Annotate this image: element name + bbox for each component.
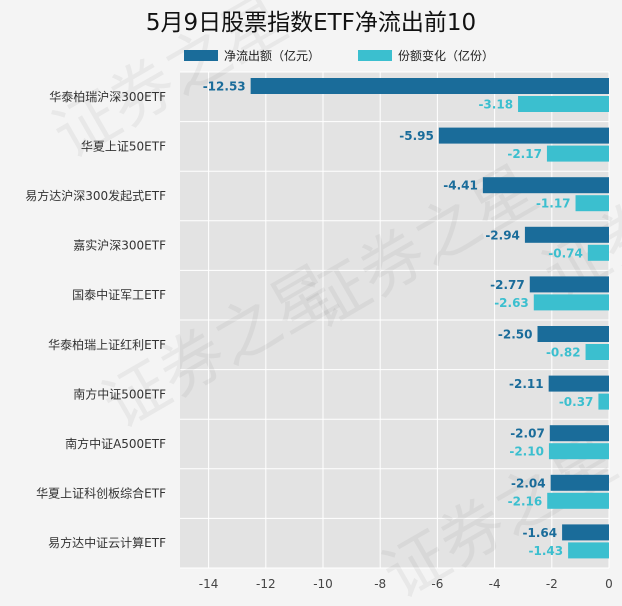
bar-outflow bbox=[550, 474, 609, 491]
x-tick-label: -10 bbox=[313, 577, 333, 591]
bar-outflow bbox=[438, 127, 609, 144]
bars bbox=[250, 78, 609, 559]
value-label-share-change: -0.82 bbox=[546, 346, 581, 360]
legend-swatch-outflow bbox=[184, 50, 218, 61]
category-label: 华泰柏瑞沪深300ETF bbox=[49, 89, 166, 104]
bar-share-change bbox=[533, 294, 609, 311]
x-tick-label: -8 bbox=[374, 577, 386, 591]
bar-outflow bbox=[562, 524, 609, 541]
value-label-outflow: -1.64 bbox=[523, 526, 558, 540]
bar-share-change bbox=[575, 195, 609, 212]
value-label-share-change: -3.18 bbox=[478, 98, 513, 112]
bar-share-change bbox=[585, 344, 609, 360]
value-labels: -12.53 -3.18 -5.95 -2.17 -4.41 -1.17 -2.94 -0.7… bbox=[203, 80, 594, 558]
value-label-outflow: -5.95 bbox=[399, 129, 434, 143]
value-label-share-change: -1.43 bbox=[529, 544, 564, 558]
x-axis-ticks: -14 -12 -10 -8 -6 -4 -2 0 bbox=[199, 577, 613, 591]
bar-share-change bbox=[598, 393, 609, 410]
value-label-share-change: -1.17 bbox=[536, 197, 571, 211]
value-label-outflow: -2.77 bbox=[490, 278, 525, 292]
bar-share-change bbox=[568, 542, 609, 559]
value-label-outflow: -2.94 bbox=[485, 228, 520, 242]
x-tick-label: -4 bbox=[489, 577, 501, 591]
value-label-share-change: -0.37 bbox=[559, 395, 594, 409]
value-label-outflow: -2.07 bbox=[510, 427, 545, 441]
value-label-share-change: -0.74 bbox=[548, 246, 583, 260]
chart-title: 5月9日股票指数ETF净流出前10 bbox=[146, 10, 476, 36]
bar-outflow bbox=[537, 326, 609, 342]
category-label: 易方达中证云计算ETF bbox=[48, 535, 166, 550]
bar-share-change bbox=[548, 443, 609, 460]
bar-outflow bbox=[524, 226, 609, 243]
category-label: 国泰中证军工ETF bbox=[72, 287, 166, 302]
bar-outflow bbox=[549, 425, 609, 442]
bar-outflow bbox=[548, 375, 609, 392]
category-label: 南方中证500ETF bbox=[73, 386, 166, 401]
value-label-outflow: -2.50 bbox=[498, 328, 533, 342]
bar-share-change bbox=[587, 244, 609, 261]
bar-share-change bbox=[546, 145, 609, 162]
value-label-outflow: -12.53 bbox=[203, 80, 246, 94]
value-label-share-change: -2.16 bbox=[508, 494, 543, 508]
x-tick-label: -14 bbox=[199, 577, 219, 591]
category-label: 华夏上证科创板综合ETF bbox=[36, 486, 166, 501]
bar-share-change bbox=[547, 492, 609, 509]
bar-outflow bbox=[250, 78, 609, 94]
legend-label-outflow: 净流出额（亿元） bbox=[224, 48, 320, 63]
category-label: 易方达沪深300发起式ETF bbox=[25, 188, 166, 203]
x-tick-label: 0 bbox=[605, 577, 613, 591]
value-label-share-change: -2.10 bbox=[509, 445, 544, 459]
value-label-outflow: -4.41 bbox=[443, 179, 478, 193]
value-label-outflow: -2.11 bbox=[509, 377, 544, 391]
x-tick-label: -6 bbox=[431, 577, 443, 591]
bar-outflow bbox=[529, 276, 609, 293]
legend: 净流出额（亿元） 份额变化（亿份） bbox=[184, 48, 494, 63]
legend-label-share: 份额变化（亿份） bbox=[398, 48, 494, 63]
x-tick-label: -2 bbox=[546, 577, 558, 591]
value-label-share-change: -2.17 bbox=[507, 147, 542, 161]
value-label-share-change: -2.63 bbox=[494, 296, 529, 310]
x-tick-label: -12 bbox=[256, 577, 276, 591]
bar-share-change bbox=[518, 96, 609, 112]
value-label-outflow: -2.04 bbox=[511, 476, 546, 490]
bar-outflow bbox=[482, 177, 609, 194]
category-label: 嘉实沪深300ETF bbox=[73, 238, 166, 253]
category-label: 华泰柏瑞上证红利ETF bbox=[48, 337, 166, 352]
legend-swatch-share bbox=[358, 50, 392, 61]
category-labels: 华泰柏瑞沪深300ETF 华夏上证50ETF 易方达沪深300发起式ETF 嘉实沪深3… bbox=[25, 89, 166, 550]
category-label: 华夏上证50ETF bbox=[81, 139, 166, 153]
category-label: 南方中证A500ETF bbox=[65, 436, 166, 451]
